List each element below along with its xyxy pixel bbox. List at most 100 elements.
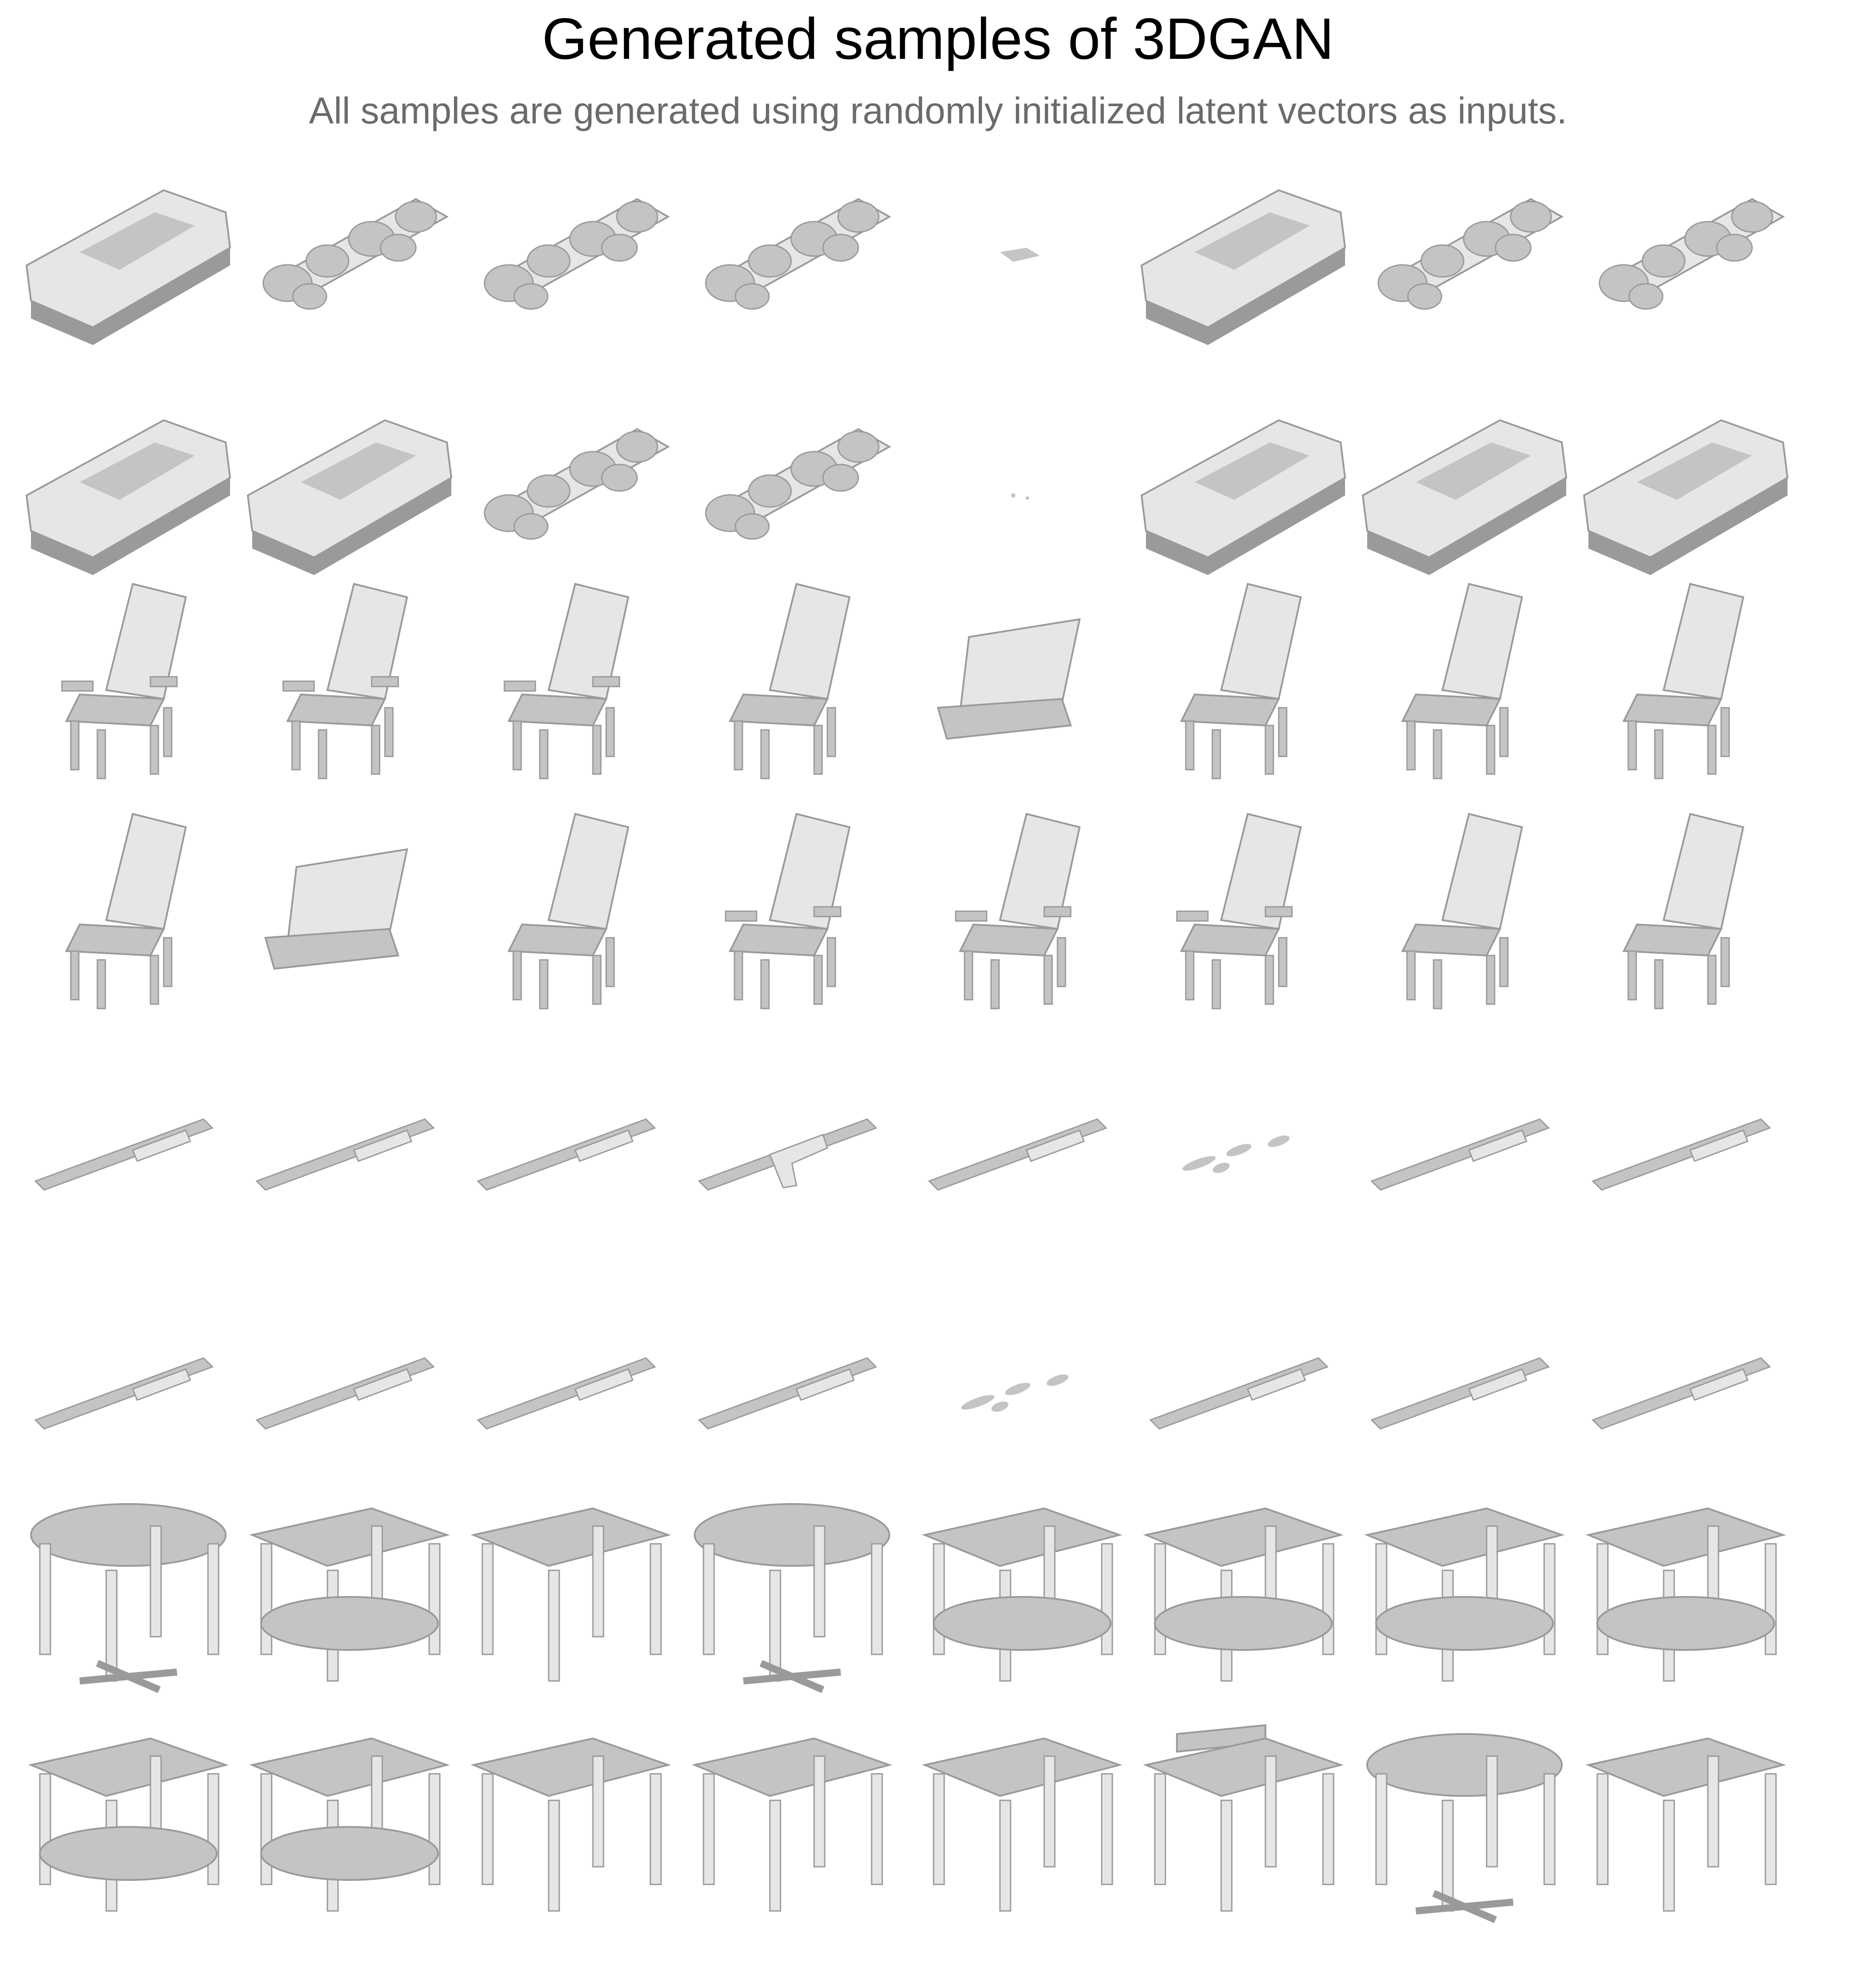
gun-shape: [1592, 1118, 1771, 1191]
car-shape: [1140, 419, 1346, 575]
gun-shape: [477, 1357, 656, 1430]
chair-sample: [460, 796, 681, 1017]
gun-shape: [1370, 1118, 1550, 1191]
gun-sample: [18, 1274, 239, 1495]
car-shape: [246, 419, 453, 575]
table-shape: [28, 1737, 229, 1912]
car-sample: [18, 150, 239, 372]
table-sample: [18, 1716, 239, 1937]
chair-shape: [1622, 813, 1745, 1009]
table-sample: [681, 1716, 903, 1937]
table-shape: [1364, 1507, 1565, 1682]
gun-shape: [1370, 1357, 1550, 1430]
chair-shape: [1622, 583, 1745, 779]
table-shape: [470, 1737, 671, 1912]
chair-sample: [460, 566, 681, 787]
gun-sample: [1575, 1035, 1796, 1256]
table-shape: [249, 1737, 450, 1912]
chair-sample: [18, 796, 239, 1017]
table-shape: [1585, 1507, 1786, 1682]
car-shape: [484, 428, 670, 540]
table-shape: [1143, 1507, 1344, 1682]
figure-subtitle: All samples are generated using randomly…: [309, 90, 1567, 131]
car-shape: [1377, 198, 1564, 310]
chair-shape: [1180, 583, 1302, 779]
car-sample: [1354, 380, 1575, 602]
car-shape: [1000, 248, 1040, 262]
car-sample: [239, 380, 460, 602]
car-shape: [1011, 493, 1029, 500]
gun-sample: [18, 1035, 239, 1256]
car-sample: [239, 150, 460, 372]
gun-sample: [1354, 1274, 1575, 1495]
car-sample: [18, 380, 239, 602]
gun-shape: [477, 1118, 656, 1191]
car-sample: [681, 380, 903, 602]
chair-shape: [507, 813, 630, 1009]
gun-shape: [1182, 1136, 1290, 1173]
car-sample: [1354, 150, 1575, 372]
car-shape: [262, 198, 449, 310]
table-sample: [239, 1486, 460, 1707]
gun-sample: [239, 1274, 460, 1495]
chair-sample: [239, 566, 460, 787]
chair-sample: [911, 796, 1133, 1017]
gun-sample: [1133, 1274, 1354, 1495]
chair-sample: [1133, 566, 1354, 787]
chair-shape: [1401, 813, 1523, 1009]
table-sample: [1133, 1716, 1354, 1937]
table-shape: [30, 1503, 227, 1693]
car-sample: [681, 150, 903, 372]
gun-shape: [698, 1357, 877, 1430]
table-sample: [18, 1486, 239, 1707]
gun-sample: [681, 1035, 903, 1256]
chair-shape: [728, 583, 851, 779]
chair-shape: [282, 583, 408, 779]
figure-title: Generated samples of 3DGAN: [542, 6, 1334, 71]
chair-shape: [504, 583, 630, 779]
car-sample: [1133, 380, 1354, 602]
chair-shape: [937, 618, 1081, 740]
table-sample: [1354, 1486, 1575, 1707]
chair-shape: [725, 813, 851, 1009]
car-shape: [1583, 419, 1789, 575]
gun-sample: [681, 1274, 903, 1495]
table-sample: [239, 1716, 460, 1937]
gun-sample: [911, 1274, 1133, 1495]
table-shape: [1585, 1737, 1786, 1912]
gun-shape: [961, 1374, 1069, 1412]
table-sample: [1354, 1716, 1575, 1937]
table-sample: [460, 1716, 681, 1937]
chair-shape: [1176, 813, 1302, 1009]
car-shape: [484, 198, 670, 310]
gun-sample: [1354, 1035, 1575, 1256]
chair-sample: [1575, 796, 1796, 1017]
gun-sample: [460, 1274, 681, 1495]
car-sample: [1133, 150, 1354, 372]
gun-shape: [34, 1118, 214, 1191]
chair-sample: [239, 796, 460, 1017]
chair-shape: [264, 848, 408, 970]
chair-shape: [955, 813, 1081, 1009]
table-sample: [681, 1486, 903, 1707]
car-sample: [911, 150, 1133, 372]
gun-sample: [1133, 1035, 1354, 1256]
gun-shape: [1592, 1357, 1771, 1430]
table-shape: [692, 1737, 892, 1912]
table-sample: [911, 1716, 1133, 1937]
chair-sample: [1354, 796, 1575, 1017]
gun-shape: [1149, 1357, 1329, 1430]
table-sample: [911, 1486, 1133, 1707]
car-shape: [1599, 198, 1785, 310]
chair-sample: [18, 566, 239, 787]
table-shape: [1143, 1724, 1344, 1912]
car-sample: [1575, 380, 1796, 602]
gun-shape: [34, 1357, 214, 1430]
table-shape: [1366, 1733, 1563, 1923]
chair-shape: [65, 813, 187, 1009]
gun-sample: [1575, 1274, 1796, 1495]
chair-sample: [681, 566, 903, 787]
chair-sample: [1575, 566, 1796, 787]
gun-sample: [239, 1035, 460, 1256]
table-sample: [460, 1486, 681, 1707]
